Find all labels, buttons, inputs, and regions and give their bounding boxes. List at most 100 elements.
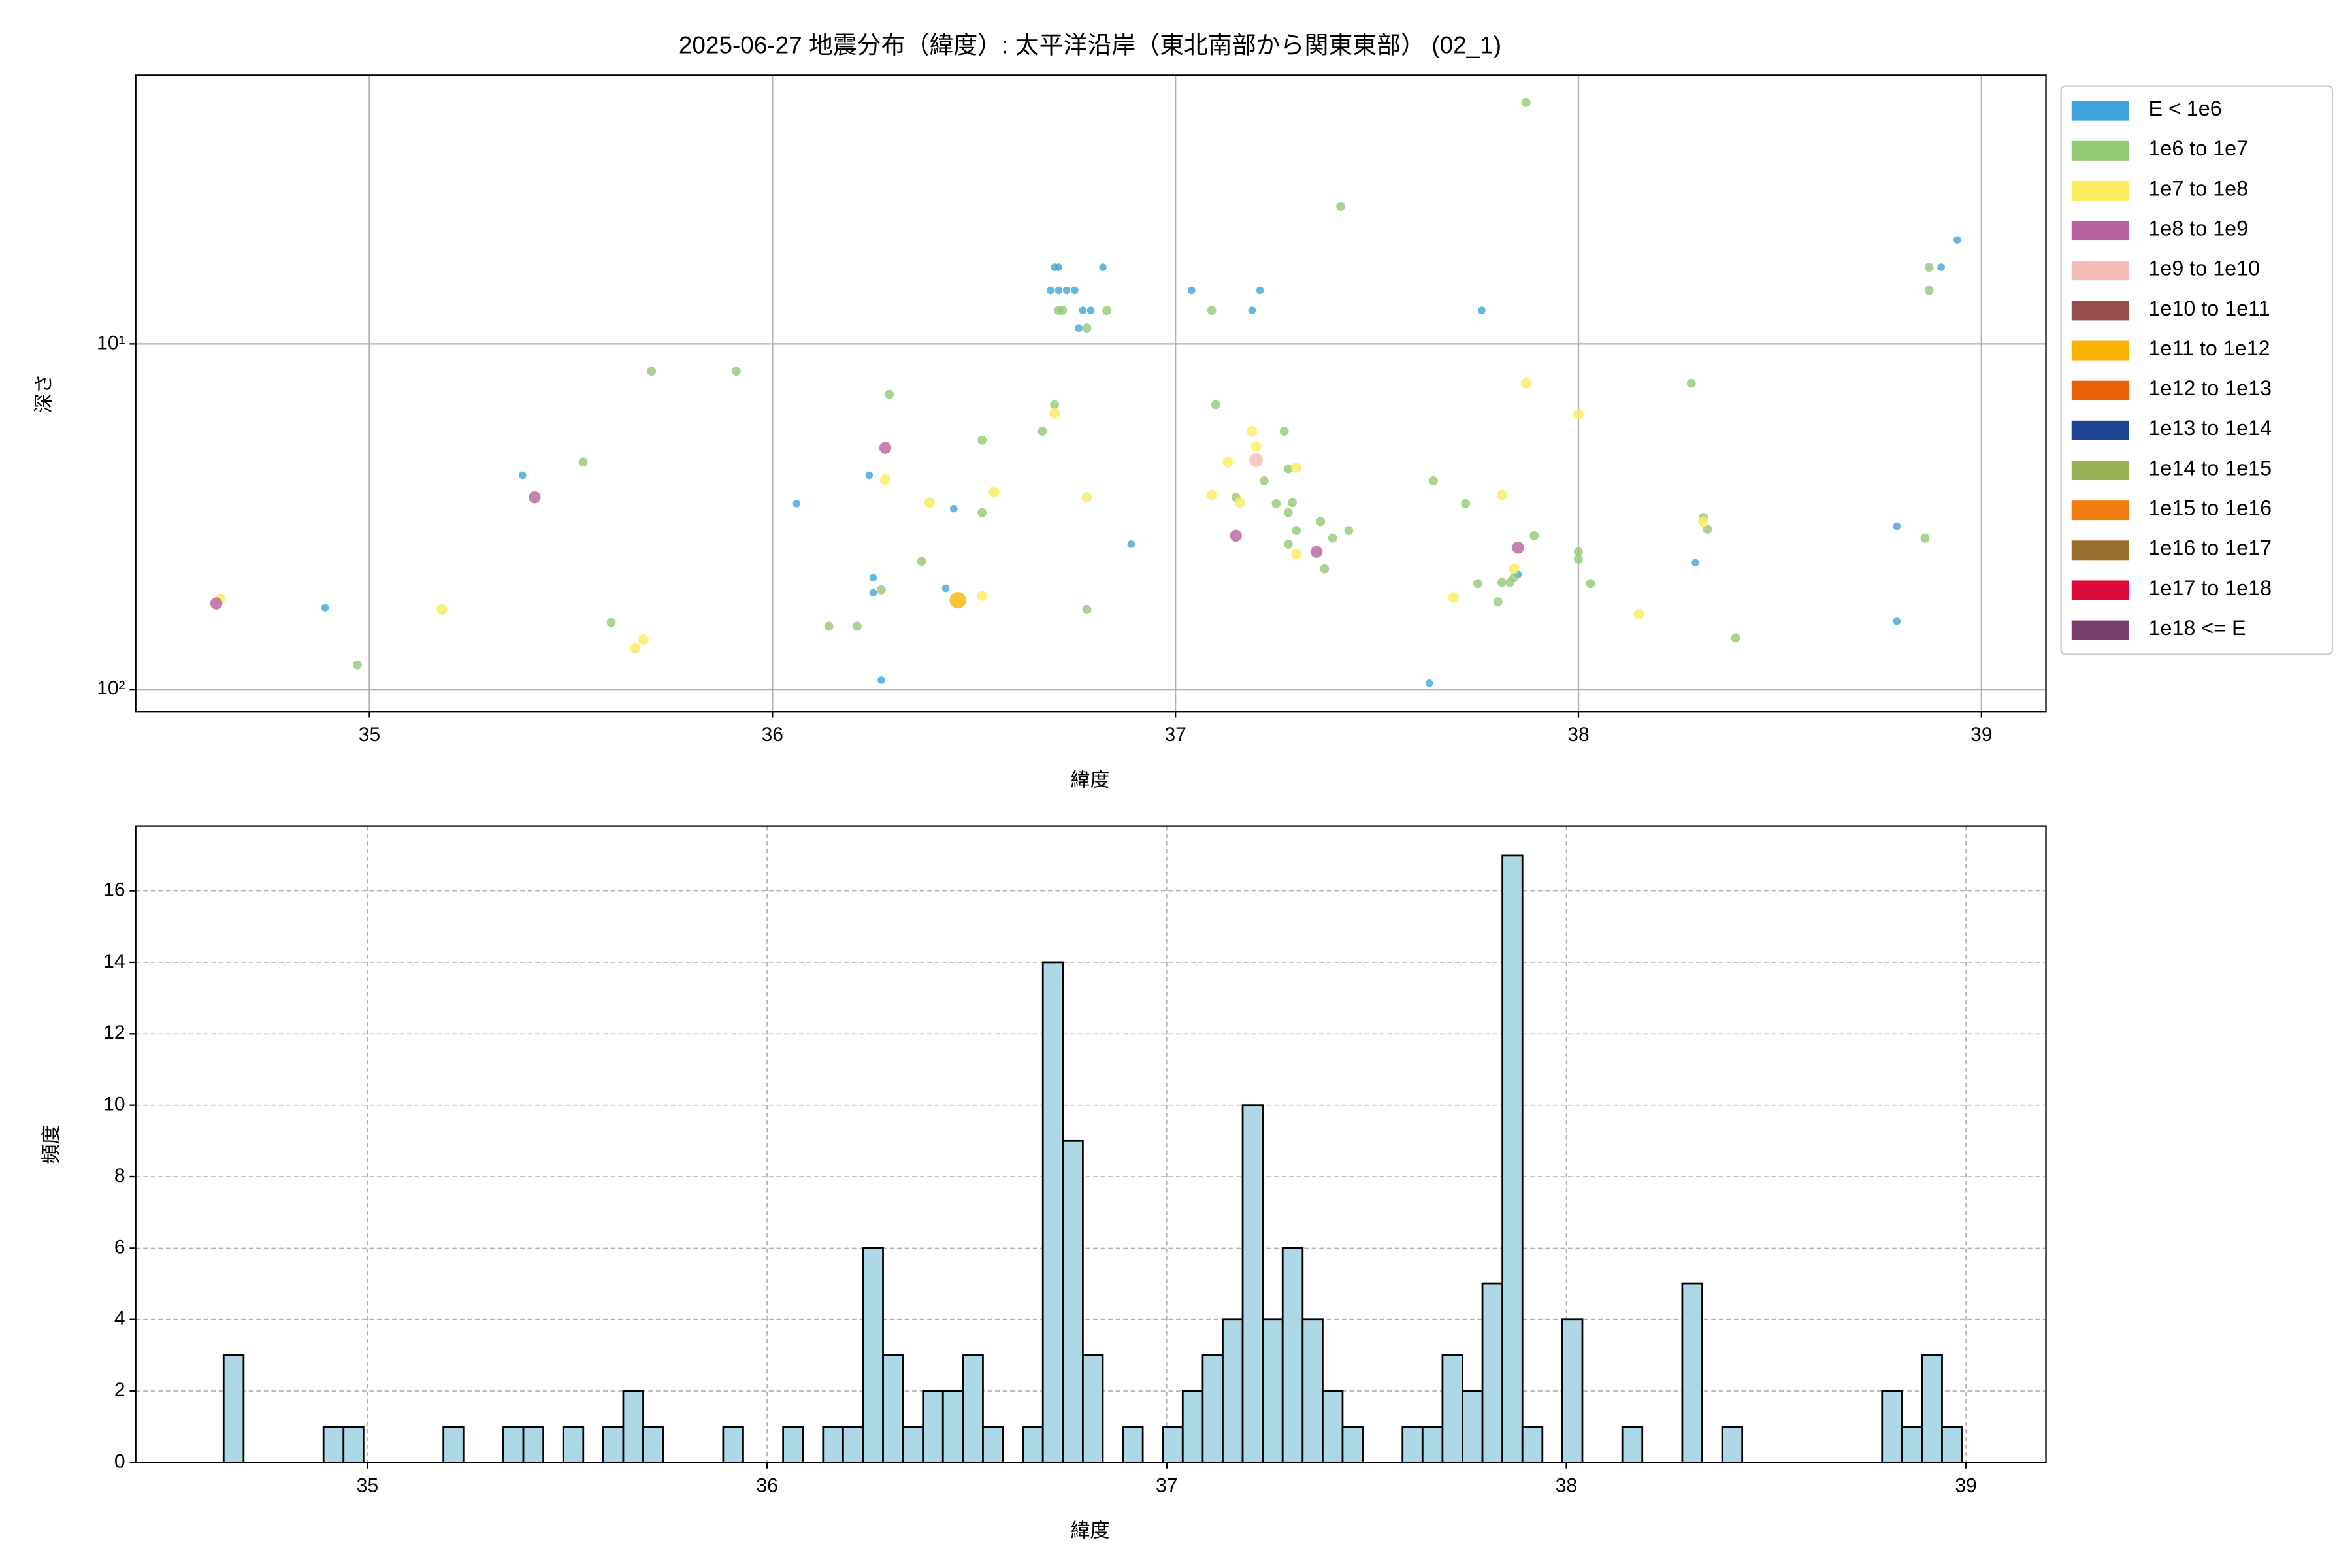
legend-label: 1e15 to 1e16 [2148,497,2272,520]
scatter-point [879,442,892,454]
scatter-point [869,574,877,581]
scatter-point [1497,578,1507,587]
legend-label: 1e9 to 1e10 [2148,257,2260,280]
scatter-point [1062,286,1071,295]
y-tick-label: 8 [114,1165,125,1186]
scatter-point [1058,306,1068,316]
histogram-bar [522,1426,544,1463]
histogram-bar [222,1354,245,1463]
histogram-bar [1041,961,1064,1463]
x-tick-label: 37 [1164,724,1186,745]
scatter-point [647,367,657,376]
scatter-point [1127,540,1135,548]
x-tick-label: 38 [1567,724,1589,745]
scatter-point [1448,592,1459,603]
histogram-bar [1062,1139,1084,1463]
scatter-point [1247,426,1258,437]
histogram-bar [562,1426,585,1463]
scatter-point [1320,564,1330,574]
histogram-bar [1222,1318,1244,1463]
y-tick-label: 2 [114,1379,125,1401]
histogram-bar [1501,854,1524,1463]
scatter-point [1099,263,1107,271]
scatter-point [1461,498,1471,508]
y-tick-label: 0 [114,1450,125,1472]
scatter-point [1496,489,1507,500]
scatter-point [1493,597,1503,607]
y-tick-label: 6 [114,1236,125,1258]
scatter-point [1316,517,1326,527]
histogram-bar [442,1426,465,1463]
histogram-bar [1341,1426,1364,1463]
scatter-point [924,497,935,508]
histogram-bar [502,1426,525,1463]
scatter-point [1574,555,1583,564]
scatter-point [879,474,891,485]
histogram-bar [322,1426,345,1463]
scatter-point [1230,529,1242,542]
scatter-point [976,590,988,602]
scatter-point [1207,306,1217,316]
legend-label: 1e10 to 1e11 [2148,297,2270,320]
scatter-point [1256,286,1264,295]
chart-title: 2025-06-27 地震分布（緯度）: 太平洋沿岸（東北南部から関東東部） (… [679,31,1501,58]
scatter-point [638,634,649,645]
scatter-point [1703,525,1712,534]
scatter-point [321,604,329,612]
y-tick-label: 12 [103,1022,125,1043]
scatter-point [1425,679,1433,687]
x-axis-label: 緯度 [1070,769,1109,791]
scatter-point [1054,263,1063,271]
histogram-bar [782,1426,804,1463]
scatter-point [1291,548,1302,559]
legend-box [2060,85,2334,655]
legend-swatch [2071,461,2129,480]
legend-label: 1e12 to 1e13 [2148,376,2272,400]
scatter-point [1336,202,1345,211]
x-tick-label: 35 [357,1475,378,1496]
legend-label: 1e6 to 1e7 [2148,137,2248,160]
histogram-bar [822,1426,844,1463]
scatter-point [1478,306,1486,314]
legend-swatch [2071,221,2129,241]
scatter-point [1328,533,1337,543]
y-axis-label: 頻度 [41,1125,63,1164]
legend-label: 1e14 to 1e15 [2148,456,2272,480]
legend-swatch [2071,620,2129,640]
scatter-point [1633,608,1644,619]
x-tick-label: 35 [359,724,380,745]
histogram-bar [922,1390,944,1463]
scatter-point [1054,286,1063,295]
legend-label: 1e16 to 1e17 [2148,536,2272,560]
histogram-bar [1921,1354,1943,1463]
scatter-point [1188,286,1196,295]
histogram-bar [1201,1354,1224,1463]
scatter-point [578,457,588,467]
scatter-point [1920,533,1930,543]
histogram-bar [902,1426,924,1463]
scatter-point [1924,263,1934,272]
legend-swatch [2071,380,2129,400]
histogram-bar [982,1426,1004,1463]
scatter-point [865,471,874,480]
histogram-bar [1241,1104,1264,1463]
histogram-bar [1421,1426,1444,1463]
legend-swatch [2071,180,2129,201]
histogram-bar [1122,1426,1144,1463]
scatter-point [1473,579,1482,589]
scatter-point [1937,263,1945,271]
scatter-point [1573,409,1584,420]
histogram-bar [1621,1426,1644,1463]
scatter-point [1924,286,1934,295]
scatter-point [1082,604,1092,614]
legend-swatch [2071,101,2129,121]
scatter-point [885,389,894,399]
legend-swatch [2071,261,2129,281]
legend-swatch [2071,540,2129,561]
scatter-point [1222,457,1233,468]
scatter-point [1047,286,1054,295]
scatter-point [824,621,834,631]
x-tick-label: 38 [1556,1475,1577,1496]
scatter-point [1206,489,1217,500]
